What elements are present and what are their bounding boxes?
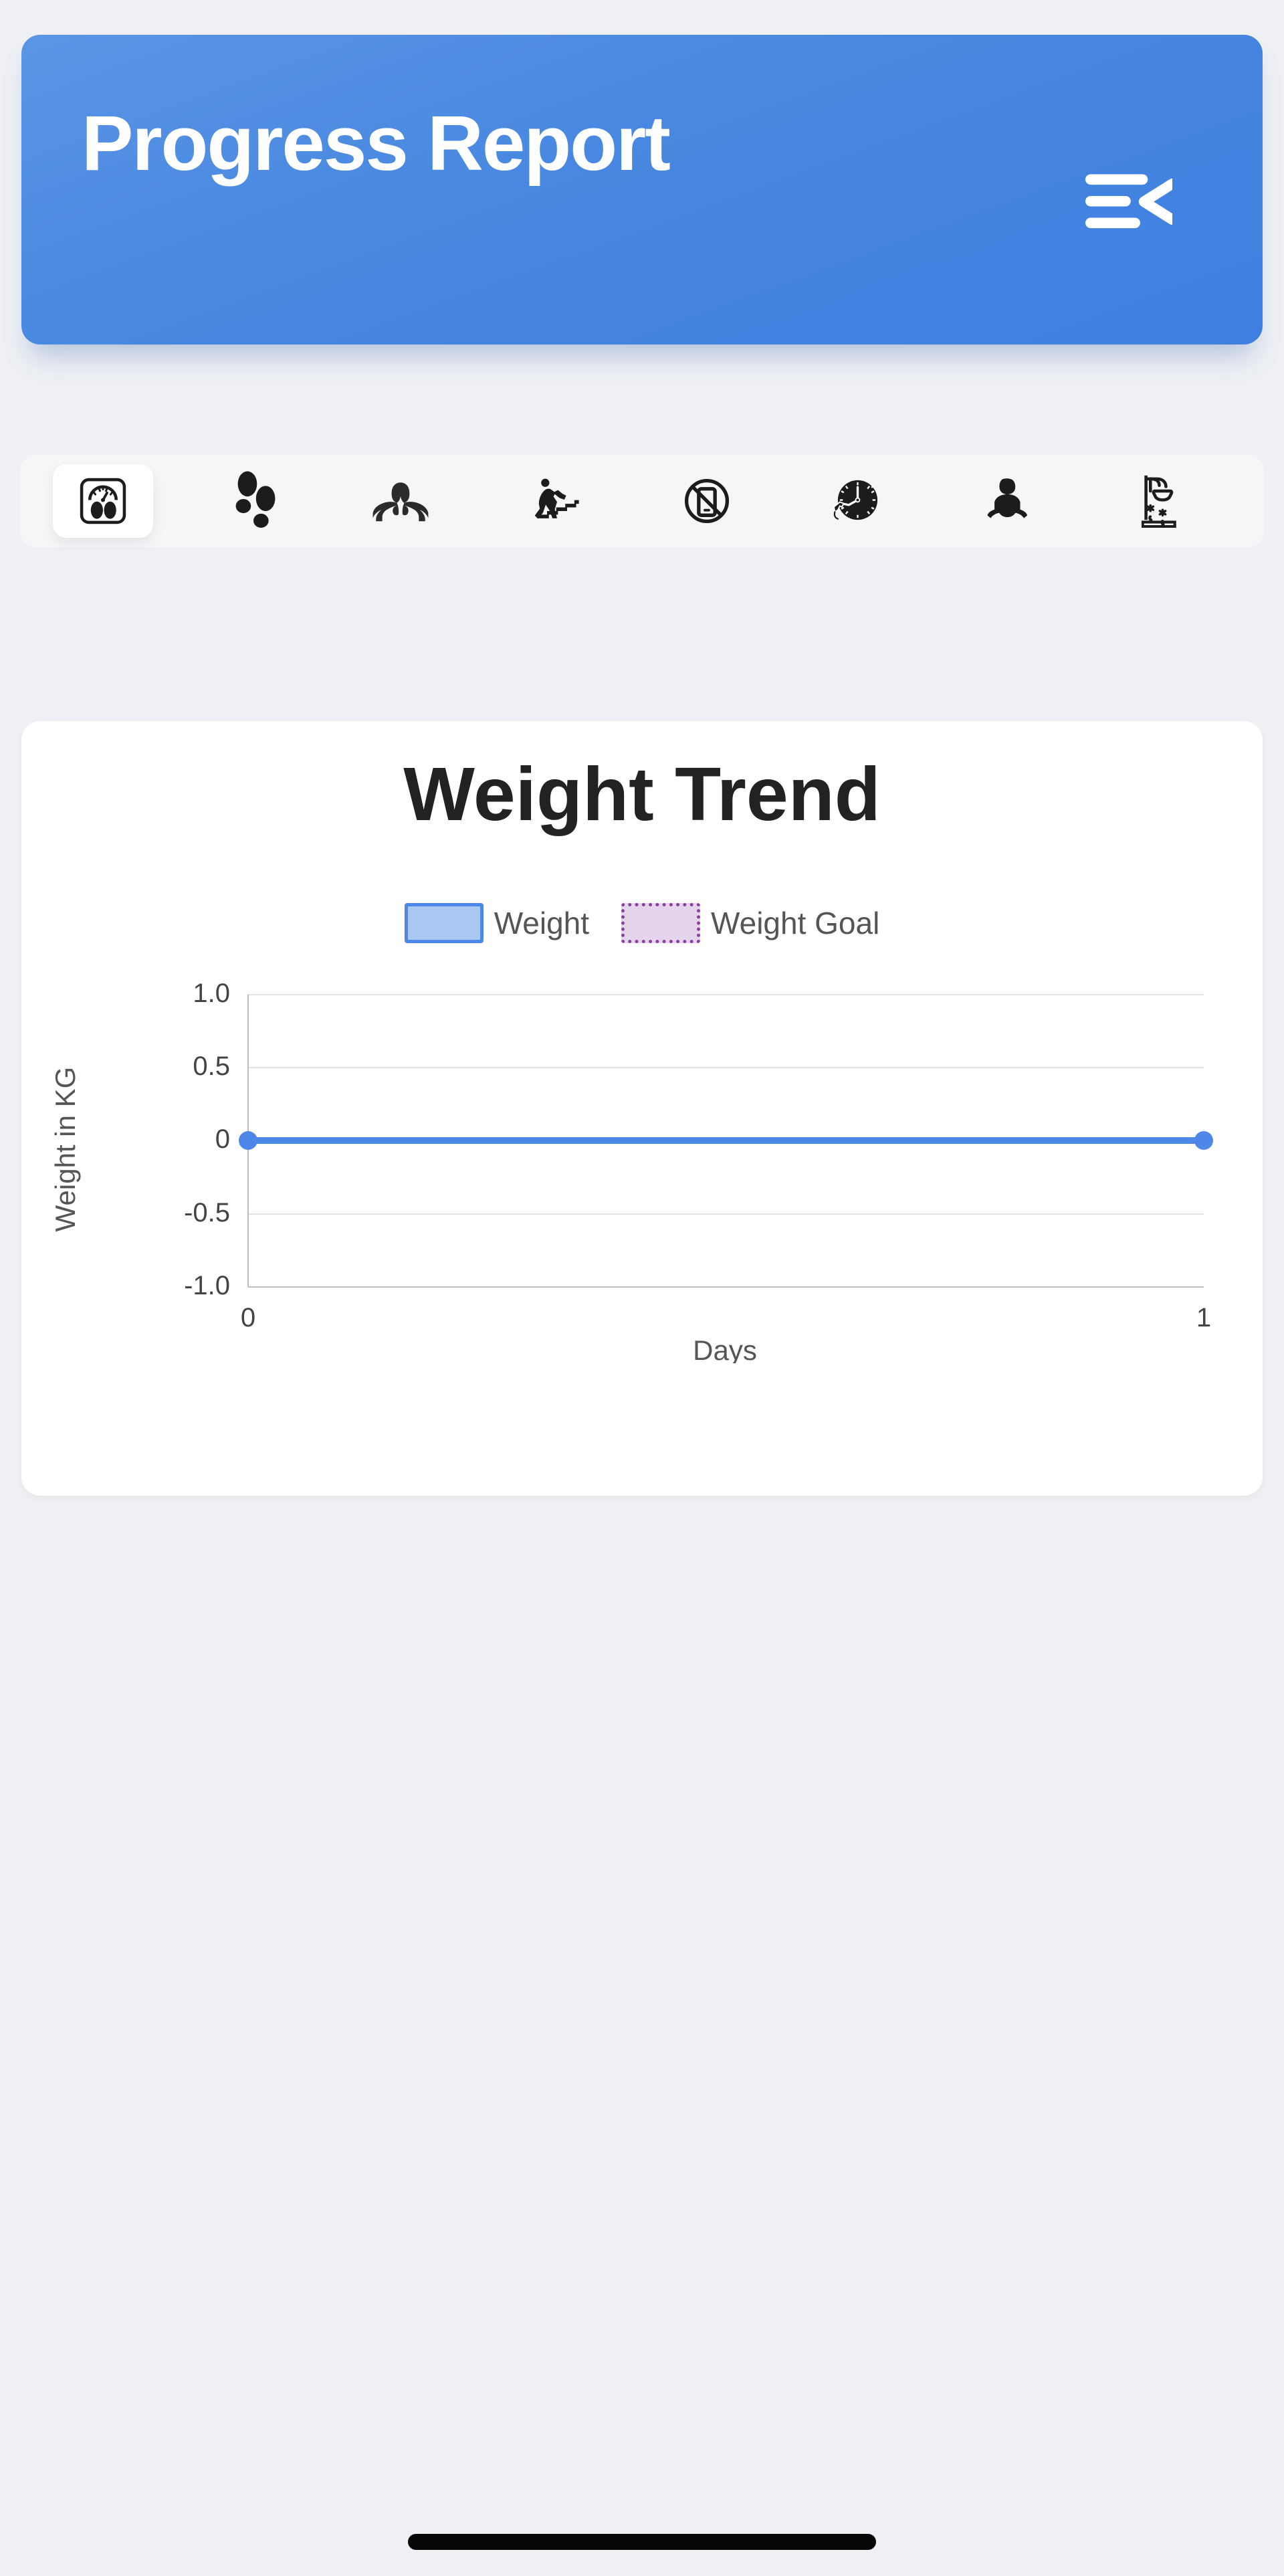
svg-text:0.5: 0.5	[193, 1052, 230, 1081]
svg-text:0: 0	[241, 1303, 255, 1332]
svg-text:Weight in KG: Weight in KG	[49, 1067, 81, 1232]
svg-text:-0.5: -0.5	[184, 1198, 230, 1227]
svg-text:1: 1	[1196, 1303, 1211, 1332]
svg-text:-1.0: -1.0	[184, 1271, 230, 1300]
svg-text:Days: Days	[693, 1334, 757, 1363]
svg-text:0: 0	[215, 1124, 230, 1154]
svg-text:1.0: 1.0	[193, 979, 230, 1008]
